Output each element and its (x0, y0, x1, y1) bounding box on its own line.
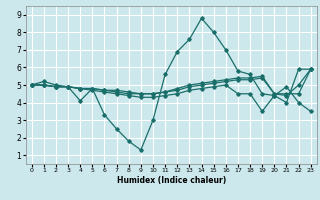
X-axis label: Humidex (Indice chaleur): Humidex (Indice chaleur) (116, 176, 226, 185)
